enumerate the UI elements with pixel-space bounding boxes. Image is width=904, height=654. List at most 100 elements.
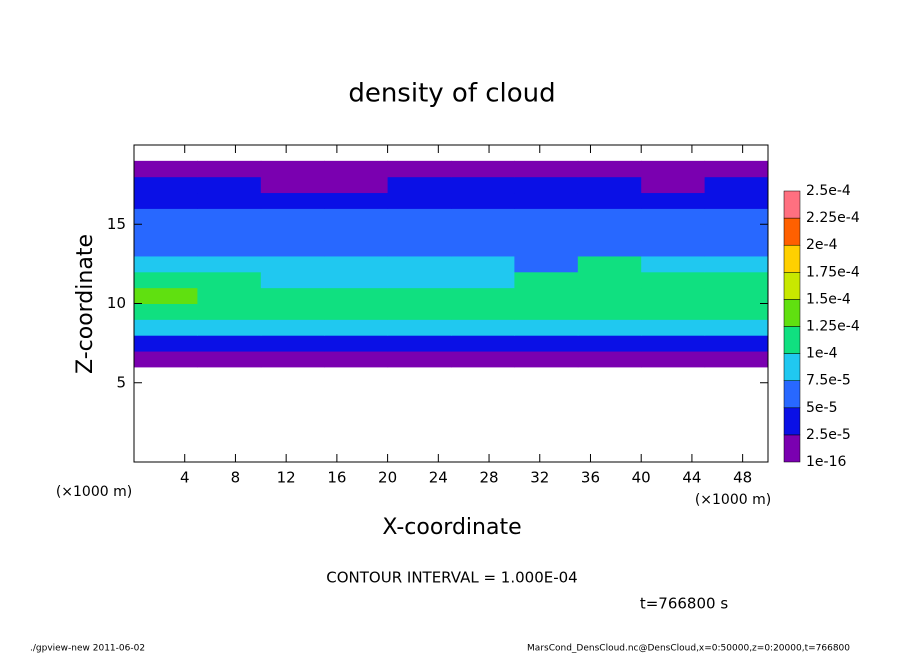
cell bbox=[134, 224, 198, 241]
x-axis-label: X-coordinate bbox=[382, 515, 521, 540]
cell bbox=[387, 287, 452, 304]
x-tick-label: 28 bbox=[479, 469, 498, 487]
cell bbox=[134, 255, 198, 273]
cell bbox=[641, 224, 706, 241]
cell bbox=[641, 208, 706, 225]
colorbar-band bbox=[783, 407, 801, 436]
cell bbox=[260, 192, 325, 209]
cell bbox=[197, 208, 262, 225]
cell bbox=[197, 160, 262, 178]
cell bbox=[704, 192, 769, 209]
colorbar-band bbox=[783, 434, 801, 463]
cell bbox=[260, 335, 325, 352]
cell bbox=[197, 303, 262, 320]
cell bbox=[197, 319, 262, 336]
cell bbox=[387, 351, 452, 368]
cell bbox=[197, 192, 262, 209]
cell bbox=[134, 192, 198, 209]
cell bbox=[514, 351, 579, 368]
cell bbox=[324, 271, 389, 289]
cell bbox=[451, 319, 515, 336]
cell bbox=[641, 335, 706, 352]
cell bbox=[260, 255, 325, 273]
cell bbox=[577, 208, 642, 225]
cell bbox=[134, 287, 198, 304]
cell bbox=[197, 351, 262, 368]
cell bbox=[451, 176, 515, 194]
cell bbox=[641, 255, 706, 273]
x-tick-label: 20 bbox=[378, 469, 397, 487]
cell bbox=[387, 335, 452, 352]
cell bbox=[451, 287, 515, 304]
x-tick-label: 44 bbox=[682, 469, 701, 487]
colorbar-label: 2.5e-5 bbox=[806, 427, 851, 443]
cell bbox=[197, 255, 262, 273]
contour-note: CONTOUR INTERVAL = 1.000E-04 bbox=[326, 569, 577, 587]
cell bbox=[197, 240, 262, 257]
cell bbox=[134, 208, 198, 225]
cell bbox=[704, 351, 769, 368]
cell bbox=[514, 192, 579, 209]
cell bbox=[324, 351, 389, 368]
cell bbox=[134, 303, 198, 320]
colorbar-label: 1.5e-4 bbox=[806, 291, 851, 307]
cell bbox=[197, 176, 262, 194]
cell bbox=[387, 176, 452, 194]
cell bbox=[641, 351, 706, 368]
cell bbox=[134, 160, 198, 178]
cell bbox=[704, 335, 769, 352]
cell bbox=[260, 351, 325, 368]
cell bbox=[704, 208, 769, 225]
cell bbox=[387, 271, 452, 289]
cell bbox=[197, 335, 262, 352]
cell bbox=[324, 319, 389, 336]
cell bbox=[704, 240, 769, 257]
cell bbox=[387, 224, 452, 241]
cell bbox=[451, 335, 515, 352]
colorbar-label: 1e-4 bbox=[806, 346, 838, 362]
cell bbox=[704, 255, 769, 273]
cell bbox=[324, 208, 389, 225]
cell bbox=[514, 176, 579, 194]
cell bbox=[387, 192, 452, 209]
x-tick-label: 8 bbox=[231, 469, 241, 487]
colorbar-label: 1.75e-4 bbox=[806, 264, 860, 280]
cell bbox=[324, 192, 389, 209]
x-tick-label: 40 bbox=[632, 469, 651, 487]
cell bbox=[451, 255, 515, 273]
cell bbox=[577, 160, 642, 178]
cell bbox=[641, 160, 706, 178]
cell bbox=[577, 192, 642, 209]
x-tick-label: 24 bbox=[429, 469, 448, 487]
colorbar-band bbox=[783, 380, 801, 409]
x-tick-label: 36 bbox=[581, 469, 600, 487]
cell bbox=[641, 319, 706, 336]
cell bbox=[260, 160, 325, 178]
cell bbox=[451, 192, 515, 209]
cell bbox=[577, 271, 642, 289]
cell bbox=[324, 160, 389, 178]
cell bbox=[134, 351, 198, 368]
cell bbox=[451, 240, 515, 257]
footer-left: ./gpview-new 2011-06-02 bbox=[30, 644, 145, 654]
colorbar-label: 2e-4 bbox=[806, 237, 838, 253]
cell bbox=[514, 271, 579, 289]
cell bbox=[324, 176, 389, 194]
cell bbox=[641, 192, 706, 209]
cell bbox=[197, 271, 262, 289]
cell bbox=[324, 335, 389, 352]
cell bbox=[514, 335, 579, 352]
y-tick-label: 5 bbox=[116, 373, 126, 391]
cell bbox=[197, 224, 262, 241]
cell bbox=[704, 303, 769, 320]
chart-title: density of cloud bbox=[348, 79, 555, 109]
cell bbox=[260, 176, 325, 194]
y-tick-label: 10 bbox=[107, 294, 126, 312]
cell bbox=[577, 335, 642, 352]
cell bbox=[577, 319, 642, 336]
cell bbox=[641, 271, 706, 289]
cell bbox=[387, 303, 452, 320]
cell bbox=[324, 303, 389, 320]
colorbar-label: 7.5e-5 bbox=[806, 373, 851, 389]
cell bbox=[514, 208, 579, 225]
